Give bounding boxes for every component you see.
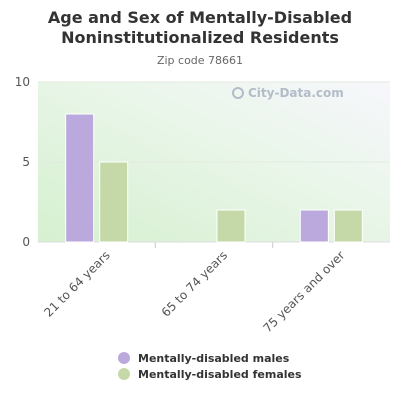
y-tick-label: 10	[15, 75, 30, 89]
legend: Mentally-disabled males Mentally-disable…	[118, 350, 302, 382]
legend-label-males: Mentally-disabled males	[138, 351, 290, 365]
bar-males	[65, 113, 95, 243]
city-data-logo-icon	[232, 87, 244, 99]
legend-item-females: Mentally-disabled females	[118, 366, 302, 382]
x-tick-label: 75 years and over	[260, 248, 347, 335]
x-tick-label: 21 to 64 years	[41, 248, 112, 319]
legend-label-females: Mentally-disabled females	[138, 367, 302, 381]
y-tick-label: 0	[22, 235, 30, 249]
chart-subtitle: Zip code 78661	[156, 54, 244, 67]
legend-swatch-males	[118, 352, 130, 364]
bar-females	[333, 209, 363, 243]
y-tick-label: 5	[22, 155, 30, 169]
watermark-text: City-Data.com	[248, 86, 344, 100]
x-tick-label: 65 to 74 years	[159, 248, 230, 319]
bar-males	[299, 209, 329, 243]
bar-females	[99, 161, 129, 243]
bar-females	[216, 209, 246, 243]
chart-title: Age and Sex of Mentally-Disabled Noninsti…	[47, 8, 353, 47]
legend-item-males: Mentally-disabled males	[118, 350, 302, 366]
watermark: City-Data.com	[232, 86, 344, 100]
legend-swatch-females	[118, 368, 130, 380]
